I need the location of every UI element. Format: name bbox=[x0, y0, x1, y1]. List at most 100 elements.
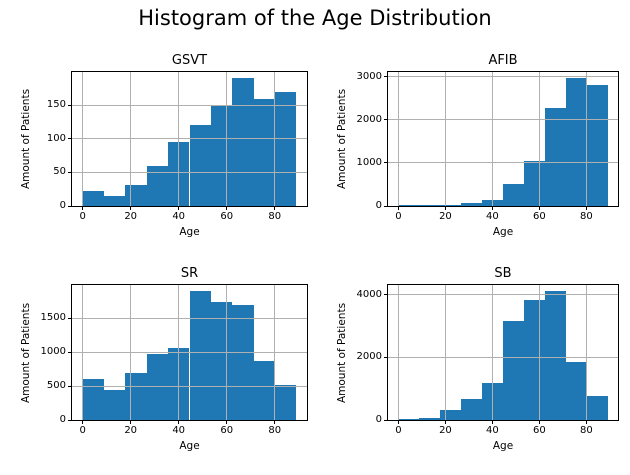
y-tick-label: 2000 bbox=[356, 113, 382, 125]
histogram-bar bbox=[398, 419, 420, 420]
tick-mark bbox=[178, 420, 180, 424]
grid-line bbox=[397, 285, 399, 420]
x-tick-label: 20 bbox=[124, 425, 138, 436]
y-tick-label: 0 bbox=[59, 200, 66, 211]
tick-mark bbox=[491, 206, 493, 210]
tick-mark bbox=[444, 420, 446, 424]
tick-mark bbox=[538, 206, 540, 210]
subplot-afib-xlabel: Age bbox=[492, 226, 514, 238]
tick-mark bbox=[82, 420, 84, 424]
tick-mark bbox=[538, 420, 540, 424]
tick-mark bbox=[444, 206, 446, 210]
subplot-sb-xlabel: Age bbox=[492, 440, 514, 452]
tick-mark bbox=[384, 419, 388, 421]
x-tick-label: 40 bbox=[486, 211, 499, 222]
grid-line bbox=[444, 72, 446, 206]
x-tick-label: 40 bbox=[172, 425, 186, 436]
y-tick-label: 0 bbox=[59, 414, 66, 425]
y-tick-label: 1000 bbox=[40, 346, 66, 358]
grid-line bbox=[388, 162, 618, 164]
tick-mark bbox=[585, 206, 587, 210]
tick-mark bbox=[397, 206, 399, 210]
histogram-bar bbox=[523, 299, 545, 420]
grid-line bbox=[72, 385, 307, 387]
histogram-bar bbox=[232, 78, 254, 206]
subplot-sr-ylabel: Amount of Patients bbox=[19, 302, 32, 403]
x-tick-label: 60 bbox=[220, 211, 234, 222]
y-tick-label: 0 bbox=[375, 414, 382, 425]
histogram-bar bbox=[82, 379, 105, 420]
tick-mark bbox=[68, 351, 72, 353]
histogram-bar bbox=[586, 396, 608, 420]
grid-line bbox=[538, 72, 540, 206]
y-tick-label: 150 bbox=[46, 99, 66, 111]
grid-line bbox=[538, 285, 540, 420]
histogram-bar bbox=[253, 98, 275, 206]
y-tick-label: 2000 bbox=[356, 351, 382, 363]
y-tick-label: 100 bbox=[46, 132, 66, 144]
y-tick-label: 0 bbox=[375, 200, 382, 211]
grid-line bbox=[491, 285, 493, 420]
subplot-sr-plot-area: SR Amount of Patients Age 0 20 40 60 80 0 500 1… bbox=[20, 267, 308, 451]
tick-mark bbox=[585, 420, 587, 424]
histogram-bar bbox=[146, 165, 169, 206]
x-tick-label: 40 bbox=[172, 211, 186, 222]
histogram-bar bbox=[232, 305, 254, 420]
tick-mark bbox=[384, 162, 388, 164]
tick-mark bbox=[68, 317, 72, 319]
tick-mark bbox=[178, 206, 180, 210]
histogram-bar bbox=[419, 418, 441, 420]
subplot-gsvt-ylabel: Amount of Patients bbox=[19, 88, 32, 190]
histogram-bar bbox=[125, 372, 147, 420]
grid-line bbox=[388, 294, 618, 296]
tick-mark bbox=[68, 104, 72, 106]
y-tick-label: 500 bbox=[46, 380, 66, 392]
grid-line bbox=[388, 356, 618, 358]
tick-mark bbox=[384, 294, 388, 296]
tick-mark bbox=[397, 420, 399, 424]
subplot-gsvt-xlabel: Age bbox=[179, 226, 200, 238]
tick-mark bbox=[130, 206, 132, 210]
histogram-bar bbox=[210, 301, 233, 420]
tick-mark bbox=[274, 420, 276, 424]
histogram-bar bbox=[82, 191, 105, 206]
tick-mark bbox=[68, 205, 72, 207]
histogram-bar bbox=[565, 78, 587, 206]
subplot-afib-title: AFIB bbox=[488, 53, 518, 68]
subplot-sr-xlabel: Age bbox=[179, 440, 200, 452]
tick-mark bbox=[384, 76, 388, 78]
x-tick-label: 0 bbox=[79, 211, 86, 222]
x-tick-label: 60 bbox=[533, 425, 546, 436]
histogram-bar bbox=[503, 320, 524, 420]
y-tick-label: 3000 bbox=[356, 70, 382, 82]
y-tick-label: 50 bbox=[53, 166, 66, 178]
subplot-afib-ylabel: Amount of Patients bbox=[335, 88, 348, 190]
histogram-bar bbox=[461, 398, 483, 420]
histogram-bar bbox=[398, 204, 420, 206]
histogram-bar bbox=[523, 160, 545, 206]
histogram-bar bbox=[125, 184, 147, 206]
grid-line bbox=[72, 171, 307, 173]
grid-line bbox=[72, 317, 307, 319]
tick-mark bbox=[68, 419, 72, 421]
x-tick-label: 20 bbox=[439, 425, 452, 436]
x-tick-label: 80 bbox=[268, 211, 282, 222]
tick-mark bbox=[384, 205, 388, 207]
x-tick-label: 40 bbox=[486, 425, 499, 436]
grid-line bbox=[491, 72, 493, 206]
subplot-sr-title: SR bbox=[180, 266, 199, 281]
grid-line bbox=[72, 104, 307, 106]
x-tick-label: 0 bbox=[79, 425, 86, 436]
subplot-sb-plot-area: SB Amount of Patients Age 0 20 40 60 80 0 2000… bbox=[336, 267, 619, 451]
x-tick-label: 80 bbox=[580, 211, 593, 222]
subplot-gsvt-title: GSVT bbox=[171, 53, 208, 68]
x-tick-label: 60 bbox=[220, 425, 234, 436]
grid-line bbox=[72, 351, 307, 353]
grid-line bbox=[585, 285, 587, 420]
histogram-bar bbox=[419, 205, 441, 206]
x-tick-label: 0 bbox=[395, 425, 402, 436]
x-tick-label: 20 bbox=[124, 211, 138, 222]
y-tick-label: 4000 bbox=[356, 288, 382, 300]
x-tick-label: 0 bbox=[395, 211, 402, 222]
